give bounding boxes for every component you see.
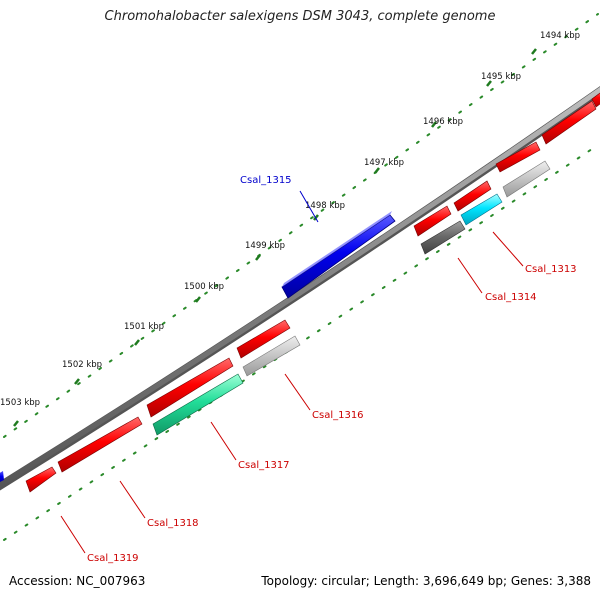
map-title: Chromohalobacter salexigens DSM 3043, co… [104, 9, 496, 24]
gene-arrow[interactable] [541, 100, 597, 145]
major-tick [13, 420, 19, 427]
gene-csal-1315[interactable] [281, 211, 396, 299]
gene-arrow[interactable] [57, 416, 143, 473]
gene-arrow[interactable] [453, 180, 492, 212]
leader-csal-1313 [492, 231, 524, 267]
major-tick [255, 254, 261, 261]
label-csal-1315[interactable]: Csal_1315 [240, 175, 292, 186]
leader-csal-1314 [457, 257, 483, 294]
gene-arrow[interactable] [413, 205, 452, 237]
gene-fragment-blue[interactable] [0, 471, 4, 483]
leader-csal-1318 [119, 480, 146, 519]
leader-csal-1316 [284, 373, 311, 411]
rna-feature-cyan[interactable] [460, 193, 503, 226]
inner-tick-track [3, 144, 599, 541]
pseudo-feature-light[interactable] [502, 160, 551, 198]
pseudo-feature-light[interactable] [242, 335, 301, 377]
genome-backbone [0, 86, 600, 491]
rna-feature-green[interactable] [152, 373, 244, 436]
major-ticks [13, 48, 537, 427]
gene-labels: Csal_1313 Csal_1314 Csal_1315 Csal_1316 … [87, 175, 577, 564]
kbp-label: 1494 kbp [540, 31, 580, 41]
major-tick [313, 214, 319, 221]
major-tick [195, 296, 201, 303]
kbp-label: 1495 kbp [481, 72, 521, 82]
label-csal-1319[interactable]: Csal_1319 [87, 553, 139, 564]
label-csal-1313[interactable]: Csal_1313 [525, 264, 577, 275]
major-tick [374, 167, 380, 174]
kbp-label: 1498 kbp [305, 201, 345, 211]
kbp-label: 1500 kbp [184, 282, 224, 292]
kbp-label: 1499 kbp [245, 241, 285, 251]
kbp-label: 1502 kbp [62, 360, 102, 370]
kbp-label: 1503 kbp [0, 398, 40, 408]
major-tick [134, 339, 140, 346]
pseudo-feature-dark[interactable] [420, 220, 466, 255]
leader-csal-1319 [60, 515, 86, 554]
gene-arrow[interactable] [146, 357, 234, 418]
major-tick [74, 378, 80, 385]
leader-lines [60, 190, 524, 554]
leader-csal-1317 [210, 421, 237, 461]
gene-arrow[interactable] [236, 319, 291, 359]
kbp-label: 1496 kbp [423, 117, 463, 127]
major-tick [486, 80, 492, 87]
gene-arrow[interactable] [25, 466, 57, 493]
major-tick [531, 48, 537, 55]
outer-tick-track [3, 13, 599, 438]
kbp-label: 1501 kbp [124, 322, 164, 332]
label-csal-1314[interactable]: Csal_1314 [485, 292, 537, 303]
forward-genes [25, 90, 600, 493]
major-tick [431, 121, 437, 128]
leader-csal-1315 [299, 190, 319, 223]
genome-summary-text: Topology: circular; Length: 3,696,649 bp… [261, 574, 591, 588]
gene-arrow[interactable] [591, 90, 600, 108]
label-csal-1318[interactable]: Csal_1318 [147, 518, 199, 529]
feature-track-2 [152, 160, 551, 436]
kbp-label: 1497 kbp [364, 158, 404, 168]
gene-arrow[interactable] [495, 141, 541, 173]
label-csal-1317[interactable]: Csal_1317 [238, 460, 290, 471]
kbp-labels: 1494 kbp 1495 kbp 1496 kbp 1497 kbp 1498… [0, 31, 580, 408]
accession-text: Accession: NC_007963 [9, 574, 146, 588]
label-csal-1316[interactable]: Csal_1316 [312, 410, 364, 421]
